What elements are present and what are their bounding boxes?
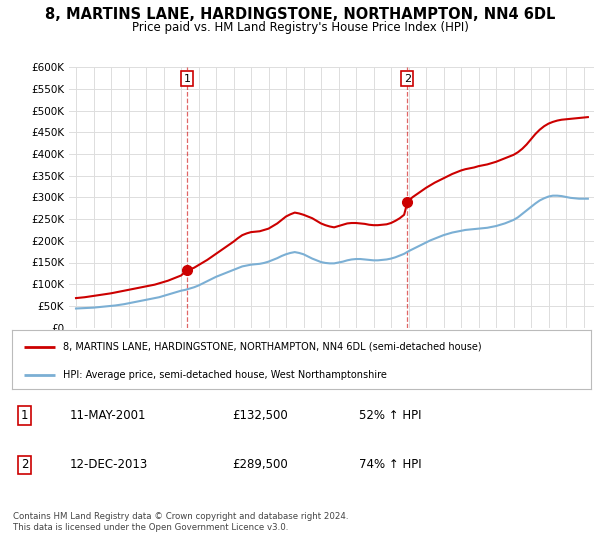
Text: 52% ↑ HPI: 52% ↑ HPI bbox=[359, 409, 422, 422]
Text: 2: 2 bbox=[21, 459, 28, 472]
Text: 1: 1 bbox=[184, 74, 191, 84]
Text: Contains HM Land Registry data © Crown copyright and database right 2024.
This d: Contains HM Land Registry data © Crown c… bbox=[13, 512, 349, 532]
Text: 12-DEC-2013: 12-DEC-2013 bbox=[70, 459, 148, 472]
Text: 1: 1 bbox=[21, 409, 28, 422]
Text: 8, MARTINS LANE, HARDINGSTONE, NORTHAMPTON, NN4 6DL (semi-detached house): 8, MARTINS LANE, HARDINGSTONE, NORTHAMPT… bbox=[63, 342, 482, 352]
Text: 2: 2 bbox=[404, 74, 411, 84]
Text: HPI: Average price, semi-detached house, West Northamptonshire: HPI: Average price, semi-detached house,… bbox=[63, 370, 387, 380]
Text: Price paid vs. HM Land Registry's House Price Index (HPI): Price paid vs. HM Land Registry's House … bbox=[131, 21, 469, 34]
Text: £132,500: £132,500 bbox=[232, 409, 288, 422]
Text: 8, MARTINS LANE, HARDINGSTONE, NORTHAMPTON, NN4 6DL: 8, MARTINS LANE, HARDINGSTONE, NORTHAMPT… bbox=[45, 7, 555, 22]
Text: 74% ↑ HPI: 74% ↑ HPI bbox=[359, 459, 422, 472]
Text: £289,500: £289,500 bbox=[232, 459, 288, 472]
Text: 11-MAY-2001: 11-MAY-2001 bbox=[70, 409, 146, 422]
